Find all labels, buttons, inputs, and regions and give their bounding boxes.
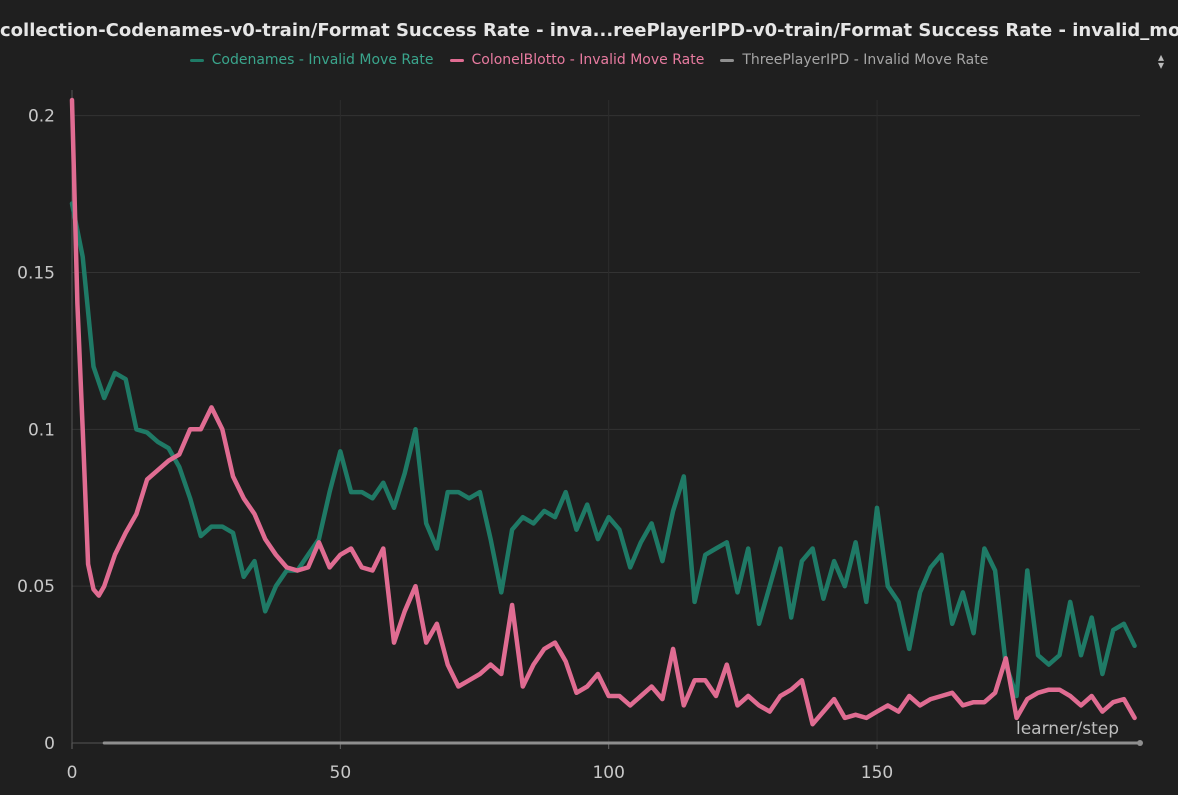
x-axis-label: learner/step xyxy=(1016,719,1120,739)
y-tick-label: 0 xyxy=(44,734,55,754)
legend-swatch-colonelblotto xyxy=(449,58,464,62)
legend-swatch-threeplayeripd xyxy=(720,58,735,62)
series-end-point xyxy=(1137,740,1143,746)
y-tick-label: 0.05 xyxy=(17,577,55,597)
grid-lines xyxy=(72,100,1140,743)
legend-item-colonelblotto[interactable]: ColonelBlotto - Invalid Move Rate xyxy=(449,52,705,68)
x-tick-label: 150 xyxy=(861,763,893,783)
legend-item-codenames[interactable]: Codenames - Invalid Move Rate xyxy=(189,52,434,68)
y-tick-label: 0.15 xyxy=(17,264,55,284)
legend-label-codenames: Codenames - Invalid Move Rate xyxy=(211,52,434,68)
y-tick-label: 0.2 xyxy=(28,107,55,127)
chart-legend: Codenames - Invalid Move Rate ColonelBlo… xyxy=(0,52,1178,68)
x-tick-label: 50 xyxy=(330,763,352,783)
series-line-colonelblotto xyxy=(69,97,1137,727)
chart-title: collection-Codenames-v0-train/Format Suc… xyxy=(0,20,1178,41)
legend-label-threeplayeripd: ThreePlayerIPD - Invalid Move Rate xyxy=(742,52,989,68)
x-tick-label: 0 xyxy=(67,763,78,783)
series-line-codenames xyxy=(69,201,1137,699)
legend-swatch-codenames xyxy=(189,58,204,62)
series-lines xyxy=(69,97,1143,746)
tick-labels: 0 0.05 0.1 0.15 0.2 0 50 100 150 xyxy=(17,107,893,783)
x-tick-label: 100 xyxy=(592,763,624,783)
up-down-arrows-icon[interactable]: ▴ ▾ xyxy=(1157,50,1164,72)
axes xyxy=(71,90,1140,749)
y-tick-label: 0.1 xyxy=(28,420,55,440)
legend-item-threeplayeripd[interactable]: ThreePlayerIPD - Invalid Move Rate xyxy=(720,52,988,68)
legend-label-colonelblotto: ColonelBlotto - Invalid Move Rate xyxy=(471,52,705,68)
